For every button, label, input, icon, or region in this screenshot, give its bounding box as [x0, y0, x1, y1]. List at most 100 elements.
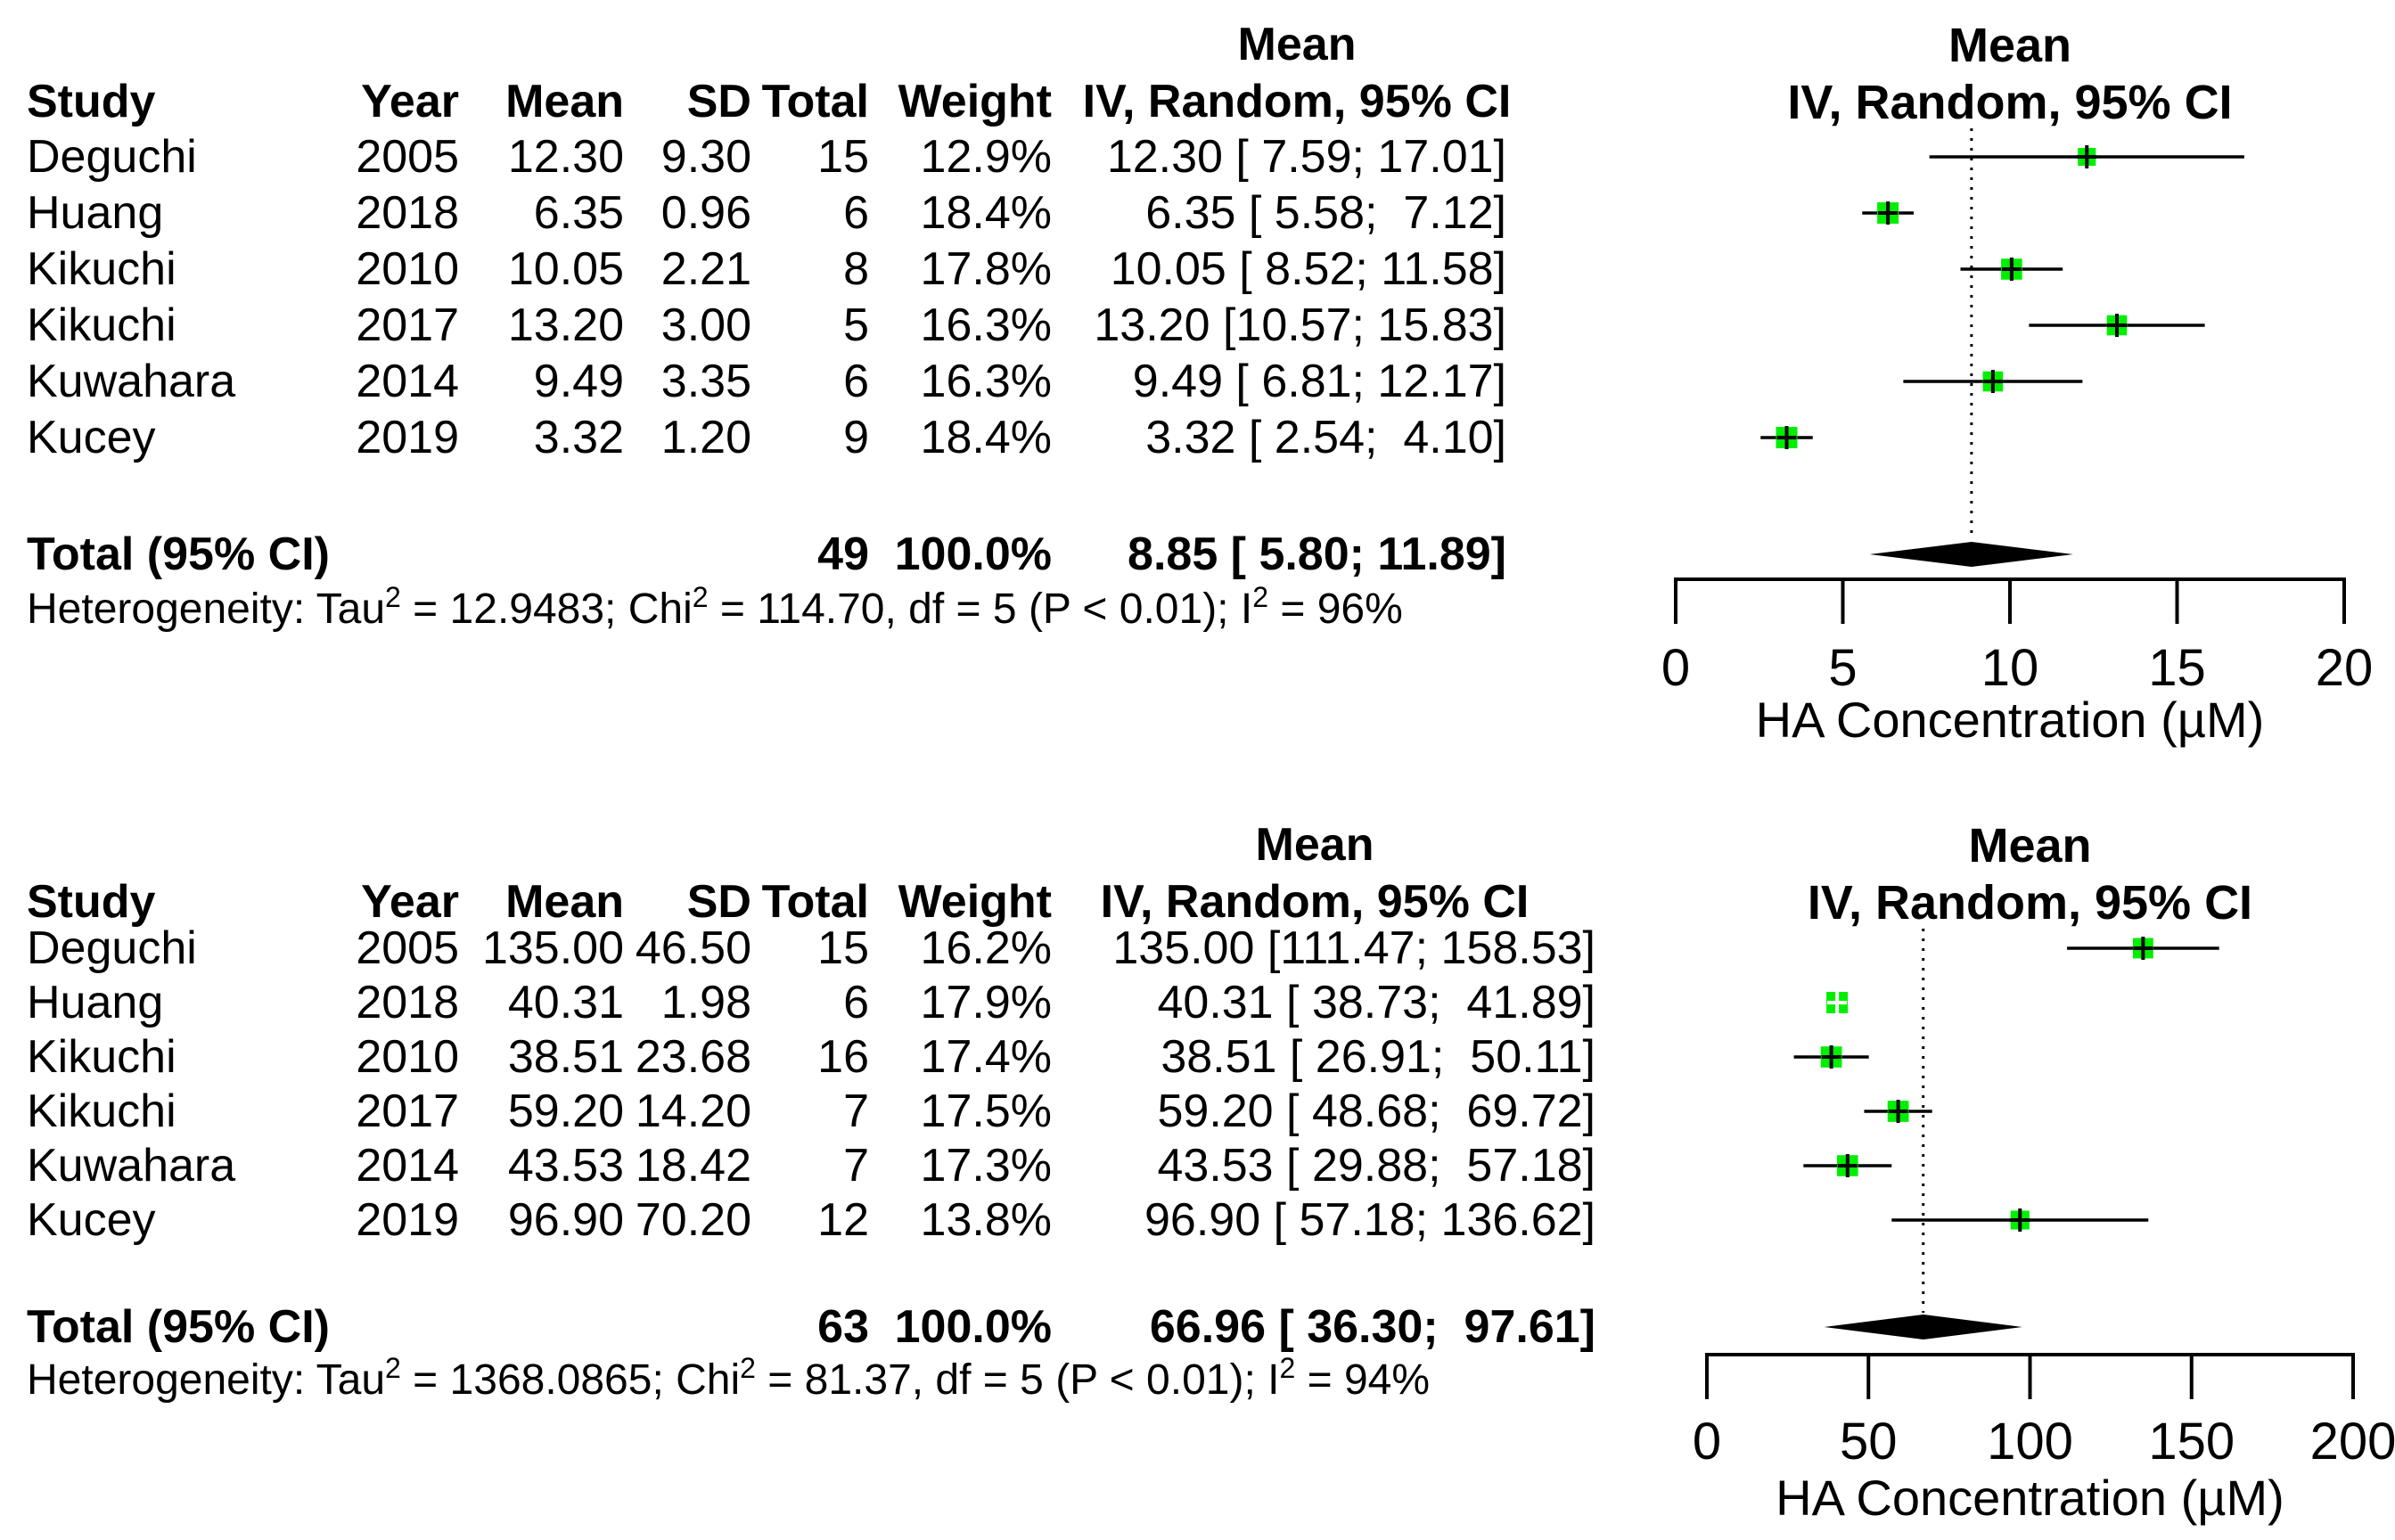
weight-cell: 16.3%	[920, 356, 1052, 407]
weight-cell: 17.8%	[920, 243, 1052, 295]
mean-cell: 9.49	[533, 356, 624, 407]
year-cell: 2014	[356, 1140, 459, 1192]
total-n-cell: 9	[843, 412, 869, 463]
total-n-cell: 6	[843, 977, 869, 1028]
mean-cell: 135.00	[481, 922, 624, 974]
ci-text-cell: 6.35 [ 5.58; 7.12]	[1132, 187, 1506, 239]
axis-tick-label: 0	[1661, 639, 1690, 697]
col-header-sd: SD	[686, 76, 751, 127]
study-name-cell: Kikuchi	[27, 1085, 176, 1137]
axis-title: HA Concentration (µM)	[1756, 692, 2265, 748]
total-n-cell: 15	[817, 922, 869, 974]
year-cell: 2010	[356, 1031, 459, 1083]
col-header-weight: Weight	[898, 876, 1052, 928]
col-header-effect-line1: Mean	[1237, 19, 1357, 70]
weight-cell: 13.8%	[920, 1194, 1052, 1246]
mean-cell: 3.32	[533, 412, 624, 463]
ci-text-cell: 40.31 [ 38.73; 41.89]	[1144, 977, 1595, 1028]
pooled-diamond	[1824, 1315, 2022, 1339]
axis-tick-label: 5	[1828, 639, 1857, 697]
sd-cell: 70.20	[635, 1194, 751, 1246]
weight-cell: 18.4%	[920, 187, 1052, 239]
heterogeneity-segment: = 96%	[1267, 586, 1403, 633]
total-row-n: 63	[817, 1301, 869, 1353]
col-header-study: Study	[27, 876, 156, 928]
heterogeneity-segment: = 114.70, df = 5 (P < 0.01); I	[708, 586, 1253, 633]
ci-text-cell: 13.20 [10.57; 15.83]	[1094, 299, 1506, 351]
axis-tick-label: 15	[2148, 639, 2206, 697]
mean-cell: 38.51	[507, 1031, 624, 1083]
total-row-n: 49	[817, 528, 869, 580]
year-cell: 2005	[356, 131, 459, 183]
mean-cell: 96.90	[507, 1194, 624, 1246]
mean-cell: 12.30	[507, 131, 624, 183]
heterogeneity-segment: = 94%	[1295, 1356, 1431, 1404]
axis-tick-label: 0	[1693, 1413, 1721, 1470]
study-name-cell: Kikuchi	[27, 299, 176, 351]
year-cell: 2018	[356, 977, 459, 1028]
total-n-cell: 8	[843, 243, 869, 295]
total-row-ci: 66.96 [ 36.30; 97.61]	[1136, 1301, 1595, 1353]
axis-tick-label: 20	[2316, 639, 2374, 697]
sd-cell: 9.30	[660, 131, 751, 183]
ci-text-cell: 38.51 [ 26.91; 50.11]	[1147, 1031, 1595, 1083]
col-header-weight: Weight	[898, 76, 1052, 127]
superscript-2: 2	[692, 581, 709, 613]
year-cell: 2005	[356, 922, 459, 974]
ci-text-cell: 12.30 [ 7.59; 17.01]	[1106, 131, 1506, 183]
col-header-total: Total	[761, 876, 869, 928]
axis-tick-label: 50	[1840, 1413, 1898, 1470]
weight-cell: 16.2%	[920, 922, 1052, 974]
col-header-sd: SD	[686, 876, 751, 928]
year-cell: 2019	[356, 412, 459, 463]
axis-tick-label: 100	[1987, 1413, 2073, 1470]
mean-cell: 40.31	[507, 977, 624, 1028]
plot-header-ci: IV, Random, 95% CI	[1787, 76, 2232, 129]
heterogeneity-segment: Heterogeneity: Tau	[27, 586, 386, 633]
total-row-label: Total (95% CI)	[27, 528, 330, 580]
total-row-weight: 100.0%	[894, 1301, 1052, 1353]
sd-cell: 3.00	[660, 299, 751, 351]
sd-cell: 18.42	[635, 1140, 751, 1192]
sd-cell: 2.21	[660, 243, 751, 295]
study-name-cell: Kuwahara	[27, 1140, 236, 1192]
superscript-2: 2	[385, 1352, 401, 1384]
total-n-cell: 6	[843, 356, 869, 407]
year-cell: 2019	[356, 1194, 459, 1246]
study-name-cell: Huang	[27, 977, 164, 1028]
mean-cell: 13.20	[507, 299, 624, 351]
col-header-effect-line1: Mean	[1255, 819, 1374, 871]
col-header-mean: Mean	[505, 76, 624, 127]
plot-header-mean: Mean	[1948, 19, 2071, 72]
year-cell: 2014	[356, 356, 459, 407]
mean-cell: 6.35	[533, 187, 624, 239]
sd-cell: 1.20	[660, 412, 751, 463]
pooled-diamond	[1869, 542, 2073, 567]
forest-panel-bottom: Study Year Mean SD Total Weight Mean IV, Random…	[0, 770, 2395, 1540]
study-name-cell: Deguchi	[27, 922, 197, 974]
heterogeneity-segment: = 12.9483; Chi	[400, 586, 693, 633]
weight-cell: 12.9%	[920, 131, 1052, 183]
sd-cell: 23.68	[635, 1031, 751, 1083]
col-header-year: Year	[361, 876, 459, 928]
heterogeneity-segment: = 1368.0865; Chi	[400, 1356, 741, 1404]
sd-cell: 14.20	[635, 1085, 751, 1137]
study-name-cell: Huang	[27, 187, 164, 239]
heterogeneity-segment: Heterogeneity: Tau	[27, 1356, 386, 1404]
ci-text-cell: 9.49 [ 6.81; 12.17]	[1120, 356, 1506, 407]
heterogeneity-text: Heterogeneity: Tau2 = 12.9483; Chi2 = 11…	[27, 581, 1403, 638]
axis-tick-label: 10	[1981, 639, 2039, 697]
sd-cell: 1.98	[660, 977, 751, 1028]
mean-cell: 43.53	[507, 1140, 624, 1192]
total-n-cell: 15	[817, 131, 869, 183]
superscript-2: 2	[1279, 1352, 1296, 1384]
sd-cell: 0.96	[660, 187, 751, 239]
plot-header-mean: Mean	[1968, 819, 2091, 872]
total-n-cell: 5	[843, 299, 869, 351]
ci-text-cell: 59.20 [ 48.68; 69.72]	[1144, 1085, 1595, 1137]
weight-cell: 17.5%	[920, 1085, 1052, 1137]
study-name-cell: Kuwahara	[27, 356, 236, 407]
weight-cell: 18.4%	[920, 412, 1052, 463]
year-cell: 2010	[356, 243, 459, 295]
